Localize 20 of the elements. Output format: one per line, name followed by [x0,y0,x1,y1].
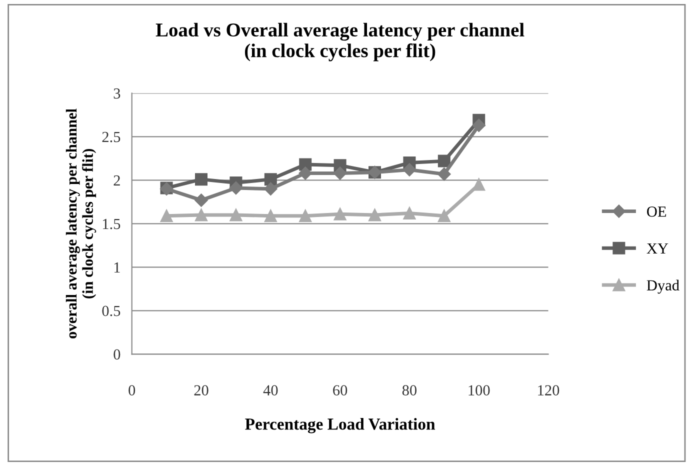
legend-label: Dyad [646,280,680,294]
y-tick-label: 1 [114,262,120,272]
chart-title: Load vs Overall average latency per channel (in clock cycles per flit) [156,22,524,62]
legend-label: OE [647,206,666,217]
y-tick-label: 0.5 [102,306,120,316]
y-tick-label: 2 [114,175,120,186]
x-tick-label: 80 [402,385,417,396]
x-tick-label: 20 [194,385,208,396]
legend-label: XY [646,243,668,254]
y-tick-label: 1.5 [102,218,120,230]
x-tick-label: 0 [128,385,136,396]
x-tick-label: 40 [263,385,278,396]
y-tick-label: 3 [114,88,120,99]
x-tick-label: 100 [468,385,490,396]
x-axis-title: Percentage Load Variation [245,418,436,434]
x-tick-label: 120 [538,385,560,396]
y-axis-title: overall average latency per channel (in clock cycles per flit) [66,108,96,338]
y-tick-label: 2.5 [102,132,120,142]
x-tick-label: 60 [333,385,348,396]
y-tick-label: 0 [114,349,120,360]
